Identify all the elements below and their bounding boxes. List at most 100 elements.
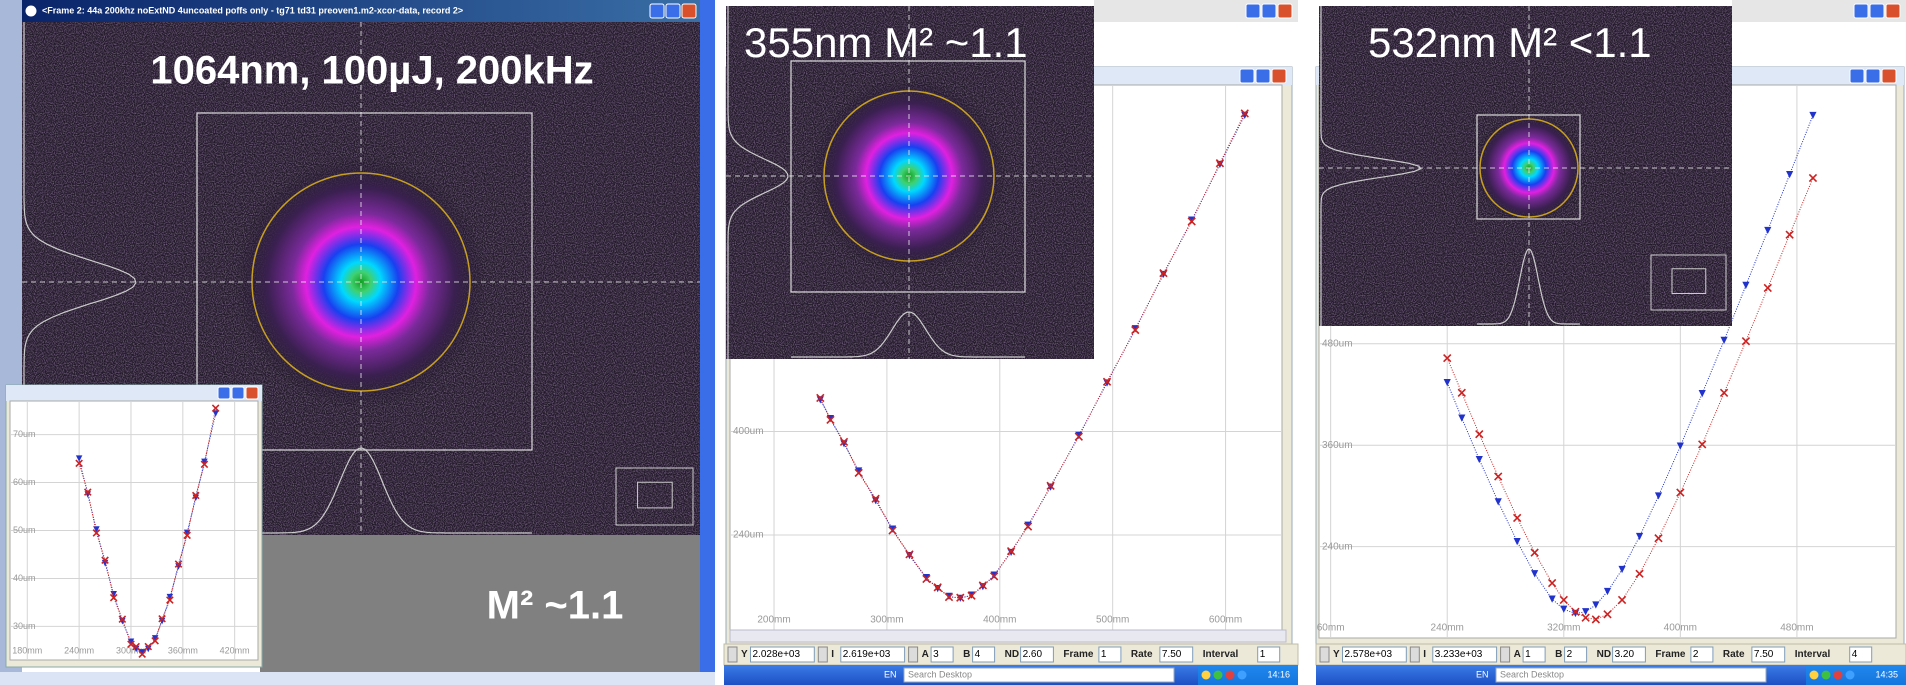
y-tick-label: 50um xyxy=(13,525,36,535)
search-placeholder: Search Desktop xyxy=(908,669,972,679)
window-button[interactable] xyxy=(218,387,230,399)
field-label: I xyxy=(1423,649,1426,660)
spin-button[interactable] xyxy=(909,647,918,662)
window-button[interactable] xyxy=(1886,4,1900,18)
tray-icon xyxy=(1226,671,1235,680)
x-tick-label: 480mm xyxy=(1780,623,1813,634)
tray-icon xyxy=(1202,671,1211,680)
x-tick-label: 180mm xyxy=(12,645,42,655)
caption: 532nm M² <1.1 xyxy=(1368,19,1652,66)
field-label: Frame xyxy=(1063,649,1093,660)
h-scrollbar xyxy=(730,630,1286,642)
y-tick-label: 360um xyxy=(1322,440,1353,451)
field-label: ND xyxy=(1597,649,1611,660)
clock: 14:16 xyxy=(1267,669,1290,679)
bottom-strip xyxy=(0,672,715,685)
field-value: 1 xyxy=(1260,649,1266,660)
field-value: 2.578e+03 xyxy=(1345,649,1393,660)
window-button[interactable] xyxy=(1256,69,1270,83)
x-tick-label: 420mm xyxy=(220,645,250,655)
field-label: ND xyxy=(1005,649,1019,660)
field-value: 3.233e+03 xyxy=(1435,649,1483,660)
field-value: 2.028e+03 xyxy=(753,649,801,660)
field-value: 2 xyxy=(1567,649,1573,660)
y-tick-label: 400um xyxy=(733,426,764,437)
field-label: A xyxy=(1514,649,1521,660)
field-label: Rate xyxy=(1723,649,1745,660)
y-tick-label: 40um xyxy=(13,573,36,583)
tray-icon xyxy=(1822,671,1831,680)
window-button[interactable] xyxy=(1272,69,1286,83)
page: {"panels": [ {"window_title": "<Frame 2:… xyxy=(0,0,1906,685)
window-button[interactable] xyxy=(1850,69,1864,83)
field-label: A xyxy=(922,649,929,660)
field-label: Interval xyxy=(1795,649,1831,660)
y-tick-label: 240um xyxy=(733,530,764,541)
spin-button[interactable] xyxy=(818,647,827,662)
x-tick-label: 500mm xyxy=(1096,615,1129,626)
spin-button[interactable] xyxy=(728,647,737,662)
field-value: 2.619e+03 xyxy=(843,649,891,660)
caption: 355nm M² ~1.1 xyxy=(744,19,1028,66)
window-button[interactable] xyxy=(650,4,664,18)
window-icon xyxy=(25,5,37,17)
field-label: Frame xyxy=(1655,649,1685,660)
caption: 1064nm, 100µJ, 200kHz xyxy=(150,49,593,93)
field-label: I xyxy=(831,649,834,660)
field-label: Y xyxy=(741,649,748,660)
field-value: 3.20 xyxy=(1615,649,1635,660)
field-value: 7.50 xyxy=(1162,649,1182,660)
spin-button[interactable] xyxy=(1320,647,1329,662)
window-button[interactable] xyxy=(246,387,258,399)
field-label: Interval xyxy=(1203,649,1239,660)
field-label: Rate xyxy=(1131,649,1153,660)
language: EN xyxy=(884,669,897,679)
x-tick-label: 400mm xyxy=(1664,623,1697,634)
window-button[interactable] xyxy=(1866,69,1880,83)
field-value: 4 xyxy=(975,649,981,660)
window-button[interactable] xyxy=(1870,4,1884,18)
tray-icon xyxy=(1238,671,1247,680)
y-tick-label: 240um xyxy=(1322,541,1353,552)
window-button[interactable] xyxy=(666,4,680,18)
tray-icon xyxy=(1810,671,1819,680)
field-value: 1 xyxy=(1101,649,1107,660)
x-tick-label: 400mm xyxy=(983,615,1016,626)
field-label: B xyxy=(963,649,970,660)
x-tick-label: 300mm xyxy=(870,615,903,626)
x-tick-label: 60mm xyxy=(1317,623,1345,634)
y-tick-label: 480um xyxy=(1322,338,1353,349)
x-tick-label: 320mm xyxy=(1547,623,1580,634)
window-button[interactable] xyxy=(682,4,696,18)
field-value: 1 xyxy=(1525,649,1531,660)
tray-icon xyxy=(1846,671,1855,680)
window-button[interactable] xyxy=(1278,4,1292,18)
status-area xyxy=(260,535,700,672)
field-label: Y xyxy=(1333,649,1340,660)
field-label: B xyxy=(1555,649,1562,660)
window-button[interactable] xyxy=(1854,4,1868,18)
tray-icon xyxy=(1834,671,1843,680)
search-placeholder: Search Desktop xyxy=(1500,669,1564,679)
field-value: 4 xyxy=(1852,649,1858,660)
spin-button[interactable] xyxy=(1501,647,1510,662)
x-tick-label: 240mm xyxy=(64,645,94,655)
field-value: 3 xyxy=(933,649,939,660)
window-button[interactable] xyxy=(1882,69,1896,83)
window-button[interactable] xyxy=(1240,69,1254,83)
language: EN xyxy=(1476,669,1489,679)
window-button[interactable] xyxy=(232,387,244,399)
field-value: 2 xyxy=(1693,649,1699,660)
field-value: 7.50 xyxy=(1754,649,1774,660)
tray-icon xyxy=(1214,671,1223,680)
note: M² ~1.1 xyxy=(487,584,624,628)
screenshot: <Frame 2: 44a 200khz noExtND 4uncoated p… xyxy=(0,0,1906,685)
spin-button[interactable] xyxy=(1410,647,1419,662)
window-title: <Frame 2: 44a 200khz noExtND 4uncoated p… xyxy=(42,5,463,15)
scrollbar xyxy=(700,0,715,672)
window-button[interactable] xyxy=(1246,4,1260,18)
x-tick-label: 240mm xyxy=(1431,623,1464,634)
y-tick-label: 30um xyxy=(13,621,36,631)
x-tick-label: 600mm xyxy=(1209,615,1242,626)
window-button[interactable] xyxy=(1262,4,1276,18)
